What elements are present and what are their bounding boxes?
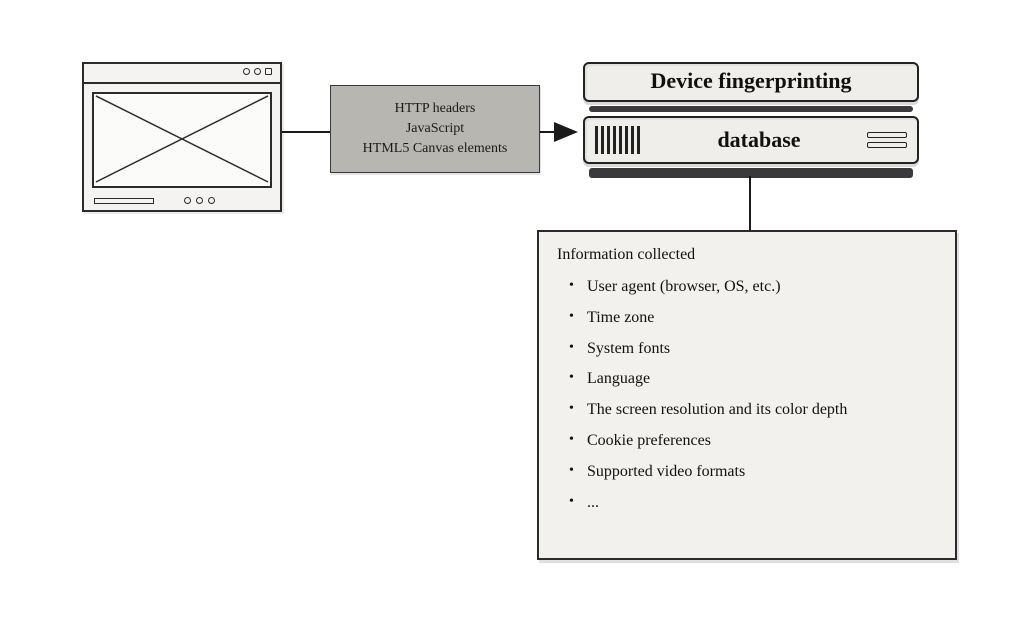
db-bottom-layer: database	[583, 116, 919, 164]
db-top-label: Device fingerprinting	[650, 68, 851, 93]
browser-window-node	[82, 62, 282, 212]
info-item: Time zone	[569, 303, 937, 334]
info-title: Information collected	[557, 246, 937, 264]
db-top-layer: Device fingerprinting	[583, 62, 919, 102]
fingerprint-methods-box: HTTP headers JavaScript HTML5 Canvas ele…	[330, 85, 540, 173]
db-bottom-label: database	[651, 118, 867, 162]
db-gap-1	[589, 106, 913, 112]
browser-window-controls	[243, 68, 272, 75]
database-node: Device fingerprinting database	[583, 62, 919, 178]
info-item: Supported video formats	[569, 457, 937, 488]
info-item: Language	[569, 364, 937, 395]
browser-titlebar	[84, 64, 280, 84]
info-item: System fonts	[569, 334, 937, 365]
diagram-canvas: HTTP headers JavaScript HTML5 Canvas ele…	[0, 0, 1024, 623]
info-collected-panel: Information collected User agent (browse…	[537, 230, 957, 560]
browser-content-placeholder	[92, 92, 272, 188]
db-grille-icon	[595, 126, 651, 154]
info-item: ...	[569, 488, 937, 519]
method-line-1: HTTP headers	[395, 101, 476, 117]
db-slots-icon	[867, 132, 907, 148]
connector-db-to-info	[748, 176, 752, 232]
info-item: User agent (browser, OS, etc.)	[569, 272, 937, 303]
browser-footer	[94, 197, 270, 204]
info-list: User agent (browser, OS, etc.) Time zone…	[557, 272, 937, 518]
method-line-2: JavaScript	[406, 121, 464, 137]
db-base	[589, 168, 913, 178]
info-item: Cookie preferences	[569, 426, 937, 457]
method-line-3: HTML5 Canvas elements	[363, 141, 508, 157]
info-item: The screen resolution and its color dept…	[569, 395, 937, 426]
